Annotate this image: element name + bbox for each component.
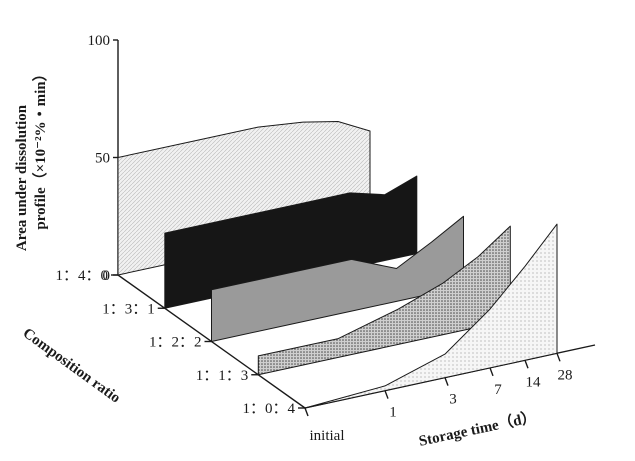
storage-tick-mark — [444, 377, 449, 386]
storage-tick-label: initial — [310, 428, 345, 444]
composition-axis-title: Composition ratio — [20, 325, 123, 406]
composition-tick-label: 1：3：1 — [102, 301, 155, 317]
storage-tick-label: 28 — [558, 367, 573, 383]
storage-axis-title: Storage time（d） — [417, 407, 538, 449]
storage-tick-label: 1 — [389, 405, 397, 421]
z-tick-label: 50 — [95, 151, 110, 167]
storage-tick-label: 7 — [494, 382, 502, 398]
storage-tick-mark — [384, 390, 389, 399]
storage-tick-label: 3 — [449, 392, 457, 408]
z-tick-label: 100 — [88, 33, 111, 49]
storage-tick-mark — [304, 407, 309, 417]
composition-tick-label: 1：0：4 — [242, 401, 295, 417]
storage-tick-label: 14 — [526, 374, 542, 390]
z-axis-title-line2: profile（×10⁻²%・min） — [31, 66, 49, 229]
storage-tick-mark — [489, 367, 494, 377]
storage-tick-mark — [556, 353, 561, 362]
ticks-layer: 0 50 100 1：4：0 1：3：1 1：2：2 1：1：3 1：0：4 initial 1 3… — [55, 33, 572, 444]
z-tick-label: 0 — [103, 268, 111, 284]
composition-tick-label: 1：4：0 — [55, 268, 108, 284]
composition-tick-label: 1：1：3 — [196, 368, 249, 384]
ribbon-series-5 — [304, 223, 558, 409]
storage-tick-mark — [524, 360, 529, 369]
composition-tick-label: 1：2：2 — [149, 335, 202, 351]
z-axis-title-line1: Area under dissolution — [14, 104, 30, 251]
ribbons-layer — [117, 121, 558, 409]
